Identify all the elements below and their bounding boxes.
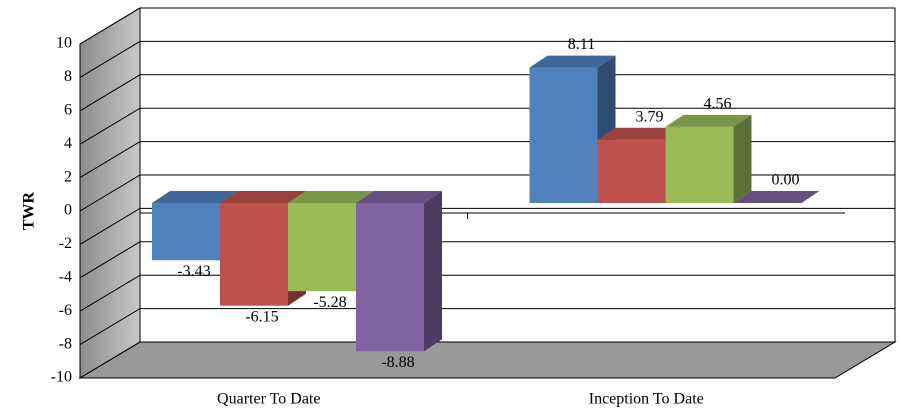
bar-top — [356, 191, 442, 203]
bar-front — [220, 203, 288, 306]
bar-side — [424, 191, 442, 352]
x-tick-label: Quarter To Date — [217, 391, 320, 408]
y-axis-label: TWR — [21, 191, 38, 230]
grid-line — [79, 308, 895, 346]
value-label: -6.15 — [245, 308, 278, 325]
bar — [665, 114, 752, 203]
bar-top — [529, 55, 616, 68]
grid-line — [79, 241, 895, 279]
floor — [78, 341, 897, 379]
grid-line — [79, 107, 895, 145]
bar-top — [597, 127, 684, 140]
bar-top — [288, 191, 374, 203]
bar-front — [529, 67, 598, 203]
y-tick-label: 2 — [64, 168, 72, 185]
grid-line — [79, 207, 895, 245]
bar-top — [733, 191, 820, 203]
y-tick-label: 4 — [64, 135, 72, 152]
value-label: 0.00 — [772, 172, 800, 189]
y-tick-label: -8 — [59, 335, 72, 352]
value-label: 8.11 — [568, 36, 595, 53]
y-tick-label: -10 — [51, 369, 72, 386]
value-label: 4.56 — [704, 96, 732, 113]
bar-top — [220, 191, 306, 203]
bar-front — [665, 126, 734, 203]
grid-line — [79, 74, 895, 112]
y-tick-label: -2 — [59, 235, 72, 252]
value-label: -5.28 — [313, 294, 346, 311]
bar — [356, 191, 442, 352]
grid-line — [79, 341, 895, 379]
value-label: -3.43 — [177, 263, 210, 280]
bar-side — [733, 114, 752, 203]
bar-top — [665, 114, 752, 127]
y-tick-label: -4 — [59, 268, 72, 285]
y-tick-label: 10 — [56, 35, 72, 52]
y-tick-label: 6 — [64, 101, 72, 118]
y-tick-label: 8 — [64, 68, 72, 85]
grid-line — [79, 274, 895, 312]
bar-front — [356, 203, 424, 352]
bar-front — [597, 139, 666, 203]
grid-line — [79, 40, 895, 78]
bar — [733, 191, 820, 203]
bar-top — [152, 191, 238, 203]
y-tick-label: 0 — [64, 202, 72, 219]
bar-front — [288, 203, 356, 292]
y-tick-label: -6 — [59, 302, 72, 319]
value-label: -8.88 — [381, 354, 414, 371]
bar-front — [152, 203, 220, 261]
value-label: 3.79 — [636, 108, 664, 125]
grid-line — [79, 7, 895, 45]
x-tick-label: Inception To Date — [589, 391, 704, 408]
